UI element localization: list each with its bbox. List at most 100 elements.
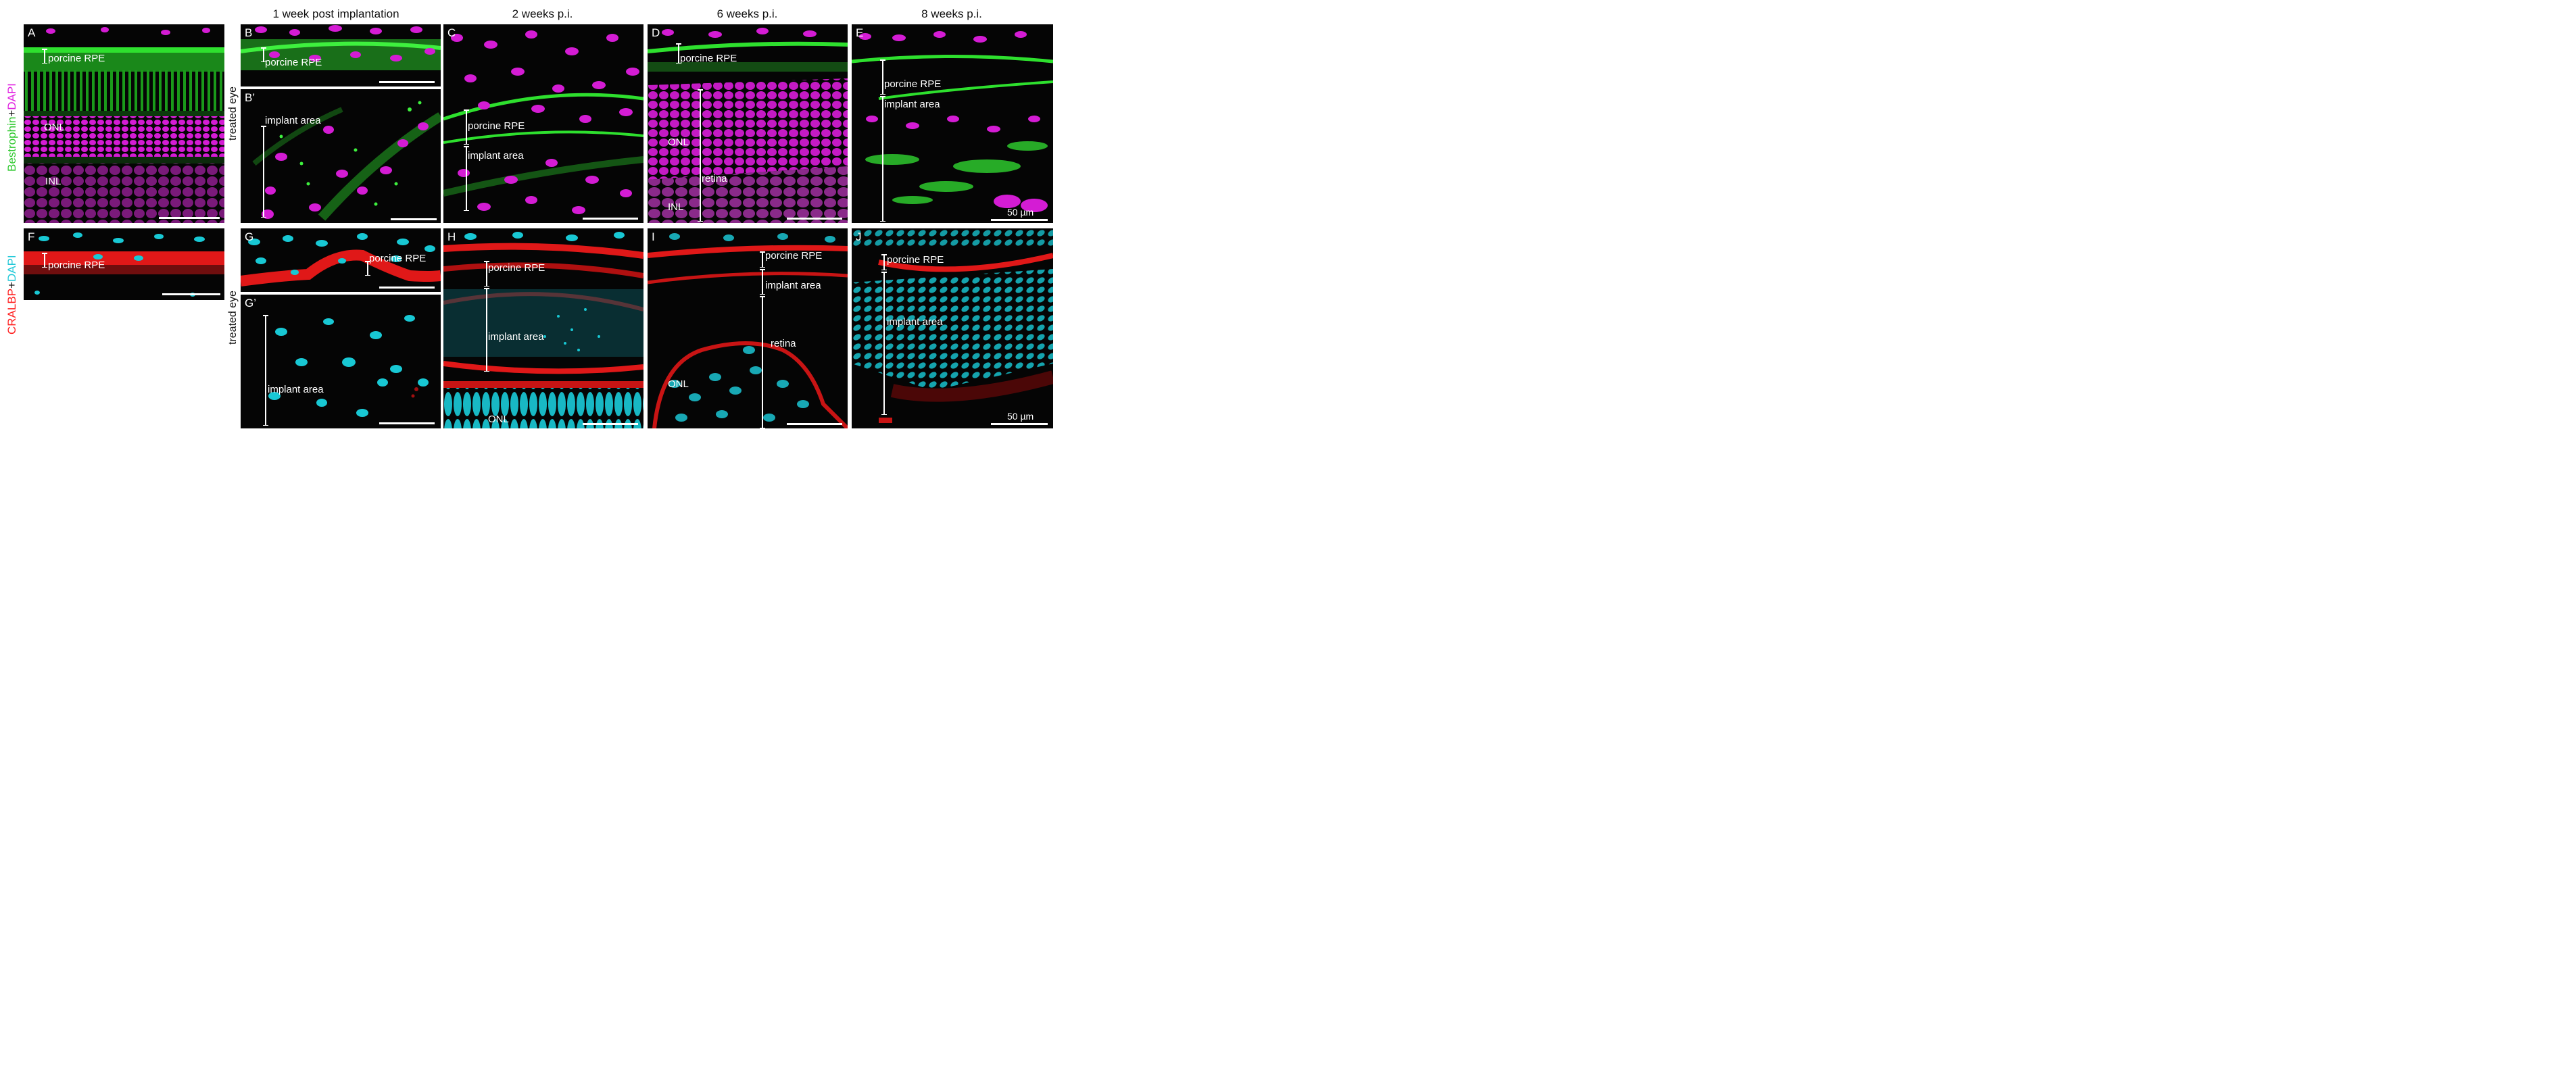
panel-f: F porcine RPE xyxy=(24,228,224,300)
row-label-dapi: DAPI xyxy=(5,255,18,282)
scale-bar xyxy=(991,219,1048,221)
micrograph-b xyxy=(241,24,441,86)
panel-a: A porcine RPE ONL INL xyxy=(24,24,224,223)
panel-label-g-prime: G’ xyxy=(245,297,256,309)
panel-label-i: I xyxy=(652,230,655,243)
annotation-porcine-rpe: porcine RPE xyxy=(765,250,823,262)
panel-label-b-prime: B’ xyxy=(245,91,256,104)
scale-bar xyxy=(379,287,435,289)
scale-bar xyxy=(991,423,1048,425)
annotation-implant-area: implant area xyxy=(887,316,943,328)
bracket-implant-area xyxy=(484,288,489,372)
bracket-porcine-rpe xyxy=(880,59,885,95)
panel-label-d: D xyxy=(652,26,660,39)
bracket-porcine-rpe xyxy=(42,253,47,268)
annotation-porcine-rpe: porcine RPE xyxy=(265,57,322,68)
bracket-retina xyxy=(698,89,703,222)
micrograph-i xyxy=(648,228,848,428)
panel-e: E porcine RPE implant area 50 µm xyxy=(852,24,1053,223)
row-label-plus: + xyxy=(5,109,18,117)
panel-label-h: H xyxy=(447,230,456,243)
annotation-porcine-rpe: porcine RPE xyxy=(680,53,737,64)
micrograph-g-prime xyxy=(241,295,441,428)
bracket-implant-area xyxy=(261,126,266,218)
scale-bar xyxy=(583,423,638,425)
panel-b: B porcine RPE xyxy=(241,24,441,86)
annotation-porcine-rpe: porcine RPE xyxy=(48,259,105,271)
bracket-implant-area xyxy=(881,272,887,415)
panel-label-b: B xyxy=(245,26,253,39)
panel-label-e: E xyxy=(856,26,864,39)
scale-label: 50 µm xyxy=(1007,411,1034,422)
row-label-bestrophin-dapi: Bestrophin+DAPI xyxy=(5,83,19,172)
annotation-retina: retina xyxy=(771,338,796,349)
panel-d: D porcine RPE ONL retina INL xyxy=(648,24,848,223)
panel-label-f: F xyxy=(28,230,35,243)
panel-label-c: C xyxy=(447,26,456,39)
panel-label-j: J xyxy=(856,230,862,243)
micrograph-g xyxy=(241,228,441,292)
column-title-1week: 1 week post implantation xyxy=(272,7,399,20)
panel-b-prime: B’ implant area xyxy=(241,89,441,223)
panel-label-a: A xyxy=(28,26,36,39)
panel-g: G porcine RPE xyxy=(241,228,441,292)
scale-bar xyxy=(391,218,437,220)
scale-bar xyxy=(379,422,435,424)
annotation-porcine-rpe: porcine RPE xyxy=(488,262,545,274)
annotation-onl: ONL xyxy=(44,122,65,133)
scale-bar xyxy=(583,218,638,220)
bracket-porcine-rpe xyxy=(464,109,469,145)
annotation-porcine-rpe: porcine RPE xyxy=(468,120,525,132)
side-label-treated-eye-top: treated eye xyxy=(227,86,239,141)
bracket-implant-area xyxy=(263,315,268,426)
row-label-plus: + xyxy=(5,282,18,289)
row-label-cralbp-dapi: CRALBP+DAPI xyxy=(5,255,19,334)
annotation-implant-area: implant area xyxy=(468,150,524,161)
panel-c: C porcine RPE implant area xyxy=(443,24,643,223)
annotation-onl: ONL xyxy=(668,136,689,148)
micrograph-e xyxy=(852,24,1053,223)
scale-bar xyxy=(787,423,842,425)
column-title-6weeks: 6 weeks p.i. xyxy=(716,7,778,20)
panel-i: I porcine RPE implant area retina ONL xyxy=(648,228,848,428)
bracket-porcine-rpe xyxy=(261,47,266,62)
bracket-implant-area xyxy=(760,269,765,295)
annotation-onl: ONL xyxy=(488,414,509,425)
bracket-porcine-rpe xyxy=(484,261,489,287)
bracket-retina xyxy=(760,296,765,428)
micrograph-c xyxy=(443,24,643,223)
bracket-porcine-rpe xyxy=(676,43,681,64)
row-label-cralbp: CRALBP xyxy=(5,288,18,334)
bracket-porcine-rpe xyxy=(365,261,370,276)
annotation-inl: INL xyxy=(668,201,684,213)
annotation-implant-area: implant area xyxy=(268,384,324,395)
scale-bar xyxy=(159,217,220,219)
column-title-8weeks: 8 weeks p.i. xyxy=(921,7,982,20)
scale-bar xyxy=(162,293,220,295)
annotation-implant-area: implant area xyxy=(765,280,821,291)
micrograph-a xyxy=(24,24,224,223)
annotation-porcine-rpe: porcine RPE xyxy=(887,254,944,266)
row-label-dapi: DAPI xyxy=(5,83,18,110)
annotation-onl: ONL xyxy=(668,378,689,390)
bracket-porcine-rpe xyxy=(760,251,765,268)
annotation-implant-area: implant area xyxy=(884,99,940,110)
panel-g-prime: G’ implant area xyxy=(241,295,441,428)
scale-bar xyxy=(379,81,435,83)
column-title-2weeks: 2 weeks p.i. xyxy=(512,7,573,20)
annotation-implant-area: implant area xyxy=(265,115,321,126)
annotation-implant-area: implant area xyxy=(488,331,544,343)
annotation-retina: retina xyxy=(702,173,727,184)
annotation-porcine-rpe: porcine RPE xyxy=(369,253,427,264)
micrograph-h xyxy=(443,228,643,428)
micrograph-f xyxy=(24,228,224,300)
scale-bar xyxy=(787,218,842,220)
annotation-inl: INL xyxy=(45,176,62,187)
panel-j: J porcine RPE implant area 50 µm xyxy=(852,228,1053,428)
micrograph-j xyxy=(852,228,1053,428)
annotation-porcine-rpe: porcine RPE xyxy=(884,78,942,90)
bracket-porcine-rpe xyxy=(881,254,887,270)
annotation-porcine-rpe: porcine RPE xyxy=(48,53,105,64)
bracket-porcine-rpe xyxy=(42,49,47,64)
micrograph-b-prime xyxy=(241,89,441,223)
